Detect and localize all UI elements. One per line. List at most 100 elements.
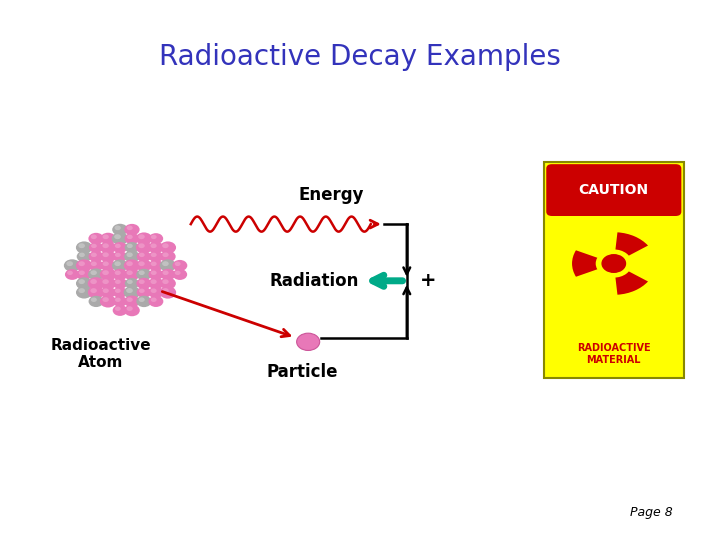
Circle shape — [103, 288, 109, 293]
Circle shape — [78, 271, 85, 275]
Circle shape — [136, 241, 152, 254]
Circle shape — [148, 233, 163, 244]
Circle shape — [78, 279, 85, 284]
Circle shape — [139, 280, 145, 284]
Circle shape — [126, 288, 132, 293]
Circle shape — [89, 260, 104, 271]
Circle shape — [175, 271, 181, 275]
Circle shape — [114, 261, 121, 266]
Circle shape — [162, 288, 168, 293]
Circle shape — [102, 244, 109, 248]
Circle shape — [136, 260, 152, 272]
Circle shape — [125, 242, 140, 253]
Circle shape — [76, 241, 92, 254]
Circle shape — [112, 232, 128, 245]
Circle shape — [151, 235, 157, 239]
Circle shape — [100, 251, 116, 262]
Circle shape — [88, 277, 104, 290]
Circle shape — [77, 251, 91, 262]
Circle shape — [124, 295, 140, 307]
Circle shape — [102, 297, 109, 302]
Circle shape — [91, 298, 96, 302]
Circle shape — [127, 235, 132, 239]
Circle shape — [100, 241, 116, 254]
Circle shape — [124, 286, 140, 299]
Circle shape — [115, 288, 121, 293]
Circle shape — [112, 224, 128, 235]
Text: Radioactive Decay Examples: Radioactive Decay Examples — [159, 43, 561, 71]
Circle shape — [160, 251, 176, 262]
Circle shape — [79, 253, 85, 257]
Circle shape — [91, 234, 97, 239]
Circle shape — [160, 286, 176, 299]
Circle shape — [127, 244, 132, 248]
Circle shape — [100, 233, 116, 245]
Text: Page 8: Page 8 — [631, 507, 673, 519]
Circle shape — [175, 261, 181, 266]
Circle shape — [125, 233, 140, 244]
Circle shape — [113, 296, 127, 307]
Circle shape — [136, 232, 152, 245]
Circle shape — [602, 255, 626, 272]
Circle shape — [124, 259, 140, 272]
Circle shape — [100, 287, 116, 298]
Circle shape — [150, 298, 157, 302]
Wedge shape — [615, 270, 648, 295]
Circle shape — [162, 279, 168, 284]
Circle shape — [127, 226, 132, 230]
Circle shape — [76, 286, 92, 299]
Circle shape — [89, 242, 103, 253]
Circle shape — [150, 253, 157, 257]
Text: Radioactive
Atom: Radioactive Atom — [50, 338, 151, 370]
Circle shape — [100, 295, 116, 307]
Circle shape — [137, 287, 151, 298]
Circle shape — [138, 234, 145, 239]
Circle shape — [115, 298, 121, 302]
Circle shape — [91, 244, 96, 248]
Circle shape — [138, 244, 145, 248]
Circle shape — [78, 243, 85, 248]
Circle shape — [88, 268, 104, 280]
Text: Particle: Particle — [266, 363, 338, 381]
Circle shape — [114, 226, 121, 230]
Circle shape — [102, 234, 109, 239]
Circle shape — [126, 261, 132, 266]
Circle shape — [124, 305, 140, 316]
Circle shape — [67, 271, 73, 275]
Circle shape — [148, 278, 163, 289]
Circle shape — [150, 244, 157, 248]
Circle shape — [76, 278, 92, 289]
Circle shape — [89, 296, 104, 307]
Circle shape — [100, 278, 116, 289]
Circle shape — [91, 261, 96, 266]
FancyBboxPatch shape — [544, 162, 684, 378]
Circle shape — [103, 261, 109, 266]
Circle shape — [114, 271, 121, 275]
Circle shape — [138, 271, 145, 275]
Circle shape — [150, 261, 157, 266]
Circle shape — [102, 270, 109, 275]
Circle shape — [127, 306, 132, 311]
Circle shape — [113, 278, 127, 289]
Circle shape — [138, 261, 145, 266]
Circle shape — [76, 259, 92, 272]
Circle shape — [127, 271, 132, 275]
Circle shape — [163, 253, 168, 257]
Text: RADIOACTIVE
MATERIAL: RADIOACTIVE MATERIAL — [577, 343, 651, 366]
Circle shape — [125, 224, 140, 235]
Circle shape — [148, 251, 163, 262]
Circle shape — [125, 278, 139, 289]
Circle shape — [137, 251, 151, 262]
Circle shape — [127, 280, 132, 284]
Circle shape — [76, 269, 92, 280]
Text: CAUTION: CAUTION — [579, 183, 649, 197]
Circle shape — [88, 286, 104, 299]
Circle shape — [150, 279, 157, 284]
Circle shape — [100, 268, 117, 281]
Circle shape — [89, 251, 104, 262]
Circle shape — [148, 242, 163, 253]
Circle shape — [163, 271, 168, 275]
Circle shape — [124, 268, 140, 280]
Circle shape — [173, 269, 187, 280]
Circle shape — [112, 269, 127, 280]
